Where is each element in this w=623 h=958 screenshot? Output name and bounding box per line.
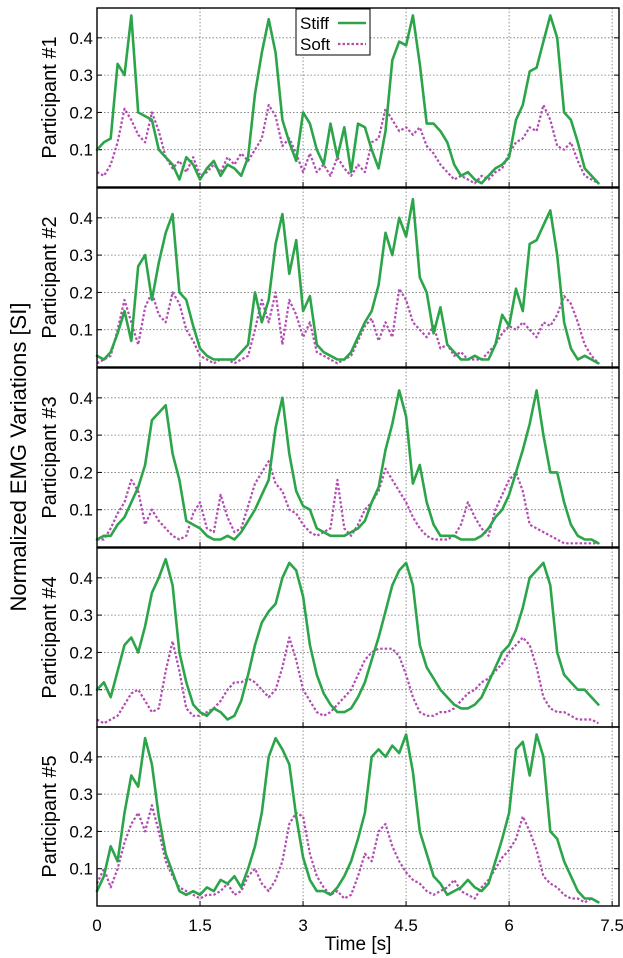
y-tick-label: 0.1 bbox=[69, 860, 93, 879]
series-stiff-line bbox=[95, 389, 600, 545]
panel-frame bbox=[96, 367, 620, 548]
x-tick-labels: 0 1.5 3 4.5 6 7.5 bbox=[92, 916, 623, 935]
x-tick-label: 7.5 bbox=[600, 916, 623, 935]
y-tick-label: 0.1 bbox=[69, 681, 93, 700]
x-tick-label: 3 bbox=[298, 916, 307, 935]
participant-label: Participant #2 bbox=[39, 216, 61, 338]
legend: Stiff Soft bbox=[295, 8, 371, 56]
legend-label: Soft bbox=[300, 35, 331, 54]
y-tick-label: 0.2 bbox=[69, 822, 93, 841]
y-tick-label: 0.2 bbox=[69, 643, 93, 662]
series-soft-line bbox=[96, 636, 599, 725]
series-stiff-line bbox=[95, 733, 600, 904]
series-soft-line bbox=[97, 460, 599, 545]
panel-frame bbox=[96, 187, 620, 368]
y-tick-label: 0.4 bbox=[69, 569, 93, 588]
y-tick-label: 0.2 bbox=[69, 103, 93, 122]
y-tick-label: 0.3 bbox=[69, 606, 93, 625]
y-tick-label: 0.3 bbox=[69, 66, 93, 85]
y-tick-label: 0.2 bbox=[69, 283, 93, 302]
x-tick-label: 6 bbox=[504, 916, 513, 935]
x-axis-label: Time [s] bbox=[325, 934, 392, 955]
participant-label: Participant #4 bbox=[39, 576, 61, 698]
x-tick-label: 0 bbox=[92, 916, 101, 935]
panel-1: 0.1 0.2 0.3 0.4 Participant #1 bbox=[39, 7, 620, 188]
y-tick-label: 0.1 bbox=[69, 321, 93, 340]
series-stiff-line bbox=[95, 197, 600, 365]
panel-frame bbox=[96, 7, 620, 188]
y-tick-label: 0.2 bbox=[69, 463, 93, 482]
participant-label: Participant #1 bbox=[39, 36, 61, 158]
y-tick-label: 0.3 bbox=[69, 426, 93, 445]
series-stiff-line bbox=[95, 14, 600, 185]
y-tick-label: 0.1 bbox=[69, 141, 93, 160]
legend-label: Stiff bbox=[300, 14, 329, 33]
x-tick-label: 1.5 bbox=[188, 916, 212, 935]
panel-frame bbox=[96, 547, 620, 728]
series-soft-line bbox=[96, 103, 599, 185]
y-tick-label: 0.4 bbox=[69, 748, 93, 767]
panel-3: 0.1 0.2 0.3 0.4 Participant #3 bbox=[39, 367, 620, 548]
x-tick-label: 4.5 bbox=[394, 916, 418, 935]
panels: 0.1 0.2 0.3 0.4 Participant #1 0.1 0.2 0.3 0.4 Pa… bbox=[39, 7, 620, 907]
y-tick-label: 0.4 bbox=[69, 29, 93, 48]
y-tick-label: 0.3 bbox=[69, 785, 93, 804]
participant-label: Participant #5 bbox=[39, 755, 61, 877]
y-tick-label: 0.1 bbox=[69, 501, 93, 520]
panel-frame bbox=[96, 726, 620, 907]
y-axis-label: Normalized EMG Variations [SI] bbox=[6, 303, 31, 612]
y-tick-label: 0.4 bbox=[69, 389, 93, 408]
series-stiff-line bbox=[95, 557, 600, 721]
panel-4: 0.1 0.2 0.3 0.4 Participant #4 bbox=[39, 547, 620, 728]
series-soft-line bbox=[96, 804, 599, 904]
panel-5: 0.1 0.2 0.3 0.4 Participant #5 bbox=[39, 726, 620, 907]
y-tick-label: 0.3 bbox=[69, 246, 93, 265]
participant-label: Participant #3 bbox=[39, 396, 61, 518]
y-tick-label: 0.4 bbox=[69, 209, 93, 228]
legend-box bbox=[295, 8, 371, 56]
panel-2: 0.1 0.2 0.3 0.4 Participant #2 bbox=[39, 187, 620, 368]
